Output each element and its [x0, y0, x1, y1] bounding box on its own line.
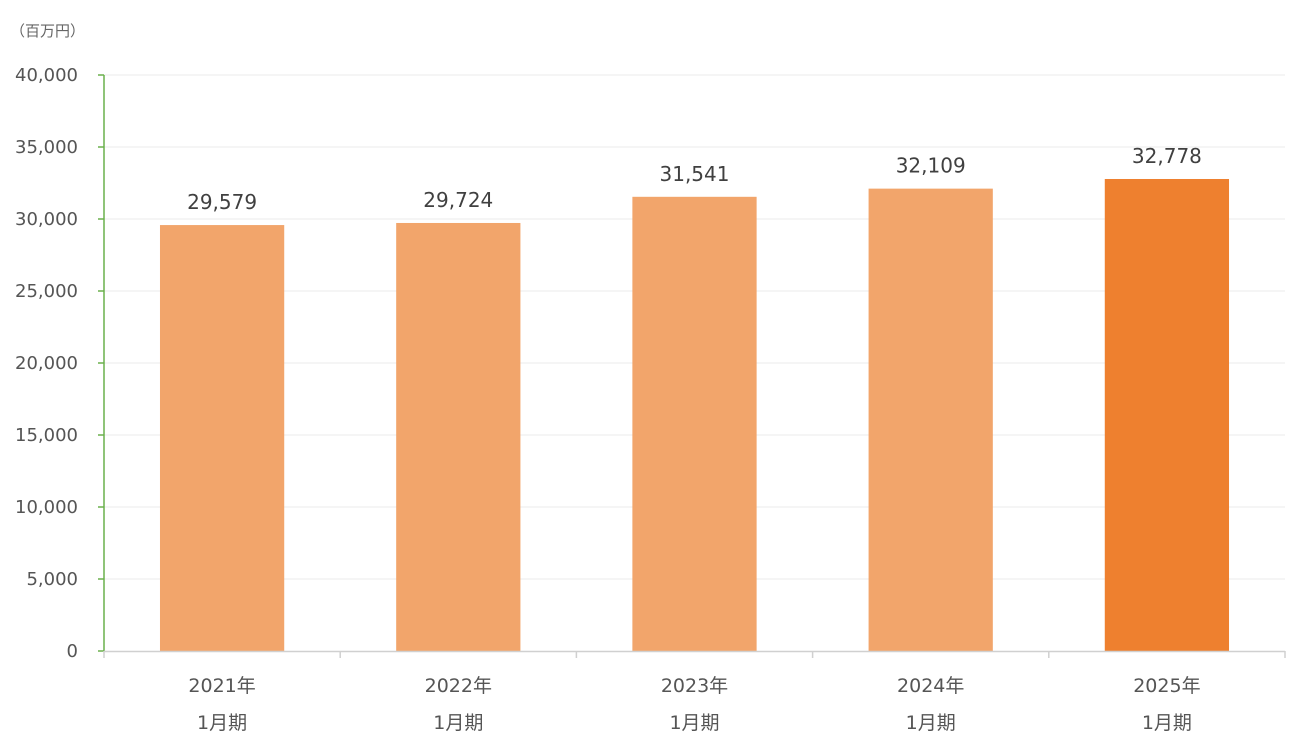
- axes: [98, 74, 1286, 658]
- data-label: 32,778: [1132, 144, 1202, 168]
- bar: [1104, 178, 1230, 651]
- data-label: 29,579: [187, 190, 257, 214]
- y-tick-label: 0: [67, 641, 78, 662]
- data-label: 29,724: [423, 188, 493, 212]
- x-category-label: 2022年: [425, 675, 492, 697]
- data-label: 31,541: [660, 162, 730, 186]
- x-category-label: 2024年: [897, 675, 964, 697]
- bars: [159, 178, 1230, 652]
- bar: [868, 188, 993, 651]
- y-tick-label: 15,000: [15, 425, 78, 446]
- labels: （百万円） 0 5,000 10,000 15,000 20,000 25,000 30,0…: [10, 22, 1202, 734]
- x-category-label: 1月期: [433, 712, 483, 734]
- y-tick-label: 35,000: [15, 137, 78, 158]
- bar: [632, 196, 757, 651]
- x-category-label: 1月期: [197, 712, 247, 734]
- x-category-label: 2021年: [188, 675, 255, 697]
- x-category-label: 1月期: [1142, 712, 1192, 734]
- y-unit-label: （百万円）: [10, 22, 85, 40]
- y-tick-label: 25,000: [15, 281, 78, 302]
- y-tick-label: 10,000: [15, 497, 78, 518]
- bar: [159, 225, 285, 652]
- x-category-label: 1月期: [669, 712, 719, 734]
- y-tick-label: 5,000: [26, 569, 78, 590]
- data-label: 32,109: [896, 154, 966, 178]
- y-tick-label: 30,000: [15, 209, 78, 230]
- y-tick-label: 40,000: [15, 65, 78, 86]
- y-tick-label: 20,000: [15, 353, 78, 374]
- x-category-label: 2025年: [1133, 675, 1200, 697]
- bar: [396, 222, 521, 651]
- x-category-label: 1月期: [906, 712, 956, 734]
- x-category-label: 2023年: [661, 675, 728, 697]
